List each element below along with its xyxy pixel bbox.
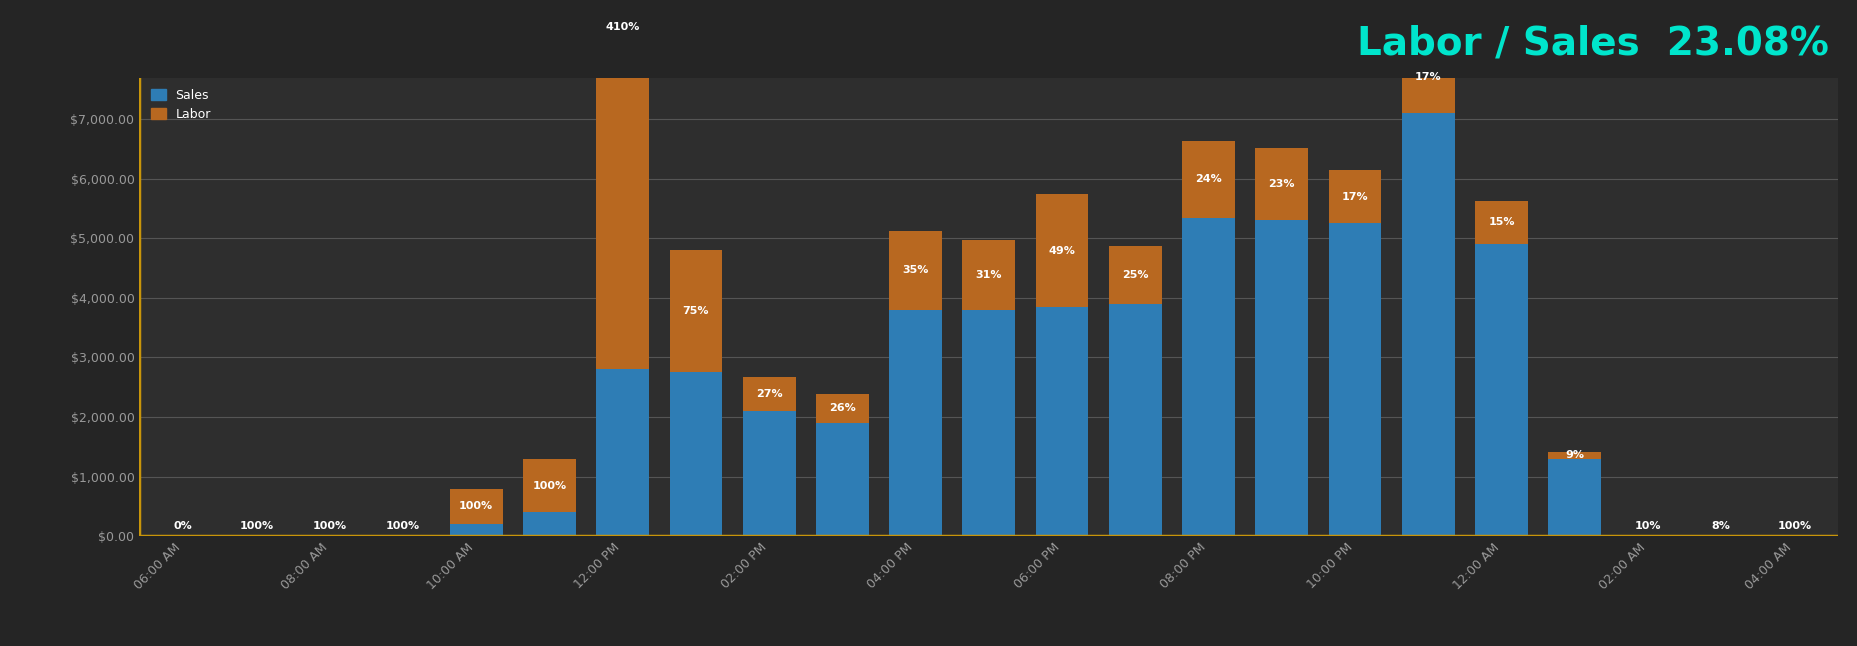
Text: 49%: 49%: [1049, 245, 1075, 256]
Bar: [524, 459, 576, 512]
Bar: [743, 377, 795, 411]
Bar: [449, 488, 503, 525]
Text: 100%: 100%: [386, 521, 420, 532]
Bar: [670, 249, 722, 372]
Text: 0%: 0%: [175, 521, 193, 532]
Text: 75%: 75%: [683, 306, 709, 316]
Bar: [962, 310, 1016, 536]
Bar: [1549, 459, 1601, 536]
Text: 100%: 100%: [459, 501, 494, 512]
Bar: [1549, 452, 1601, 459]
Bar: [1328, 171, 1382, 224]
Bar: [596, 370, 650, 536]
Bar: [1109, 304, 1162, 536]
Text: Labor / Sales  23.08%: Labor / Sales 23.08%: [1357, 25, 1829, 63]
Bar: [1402, 41, 1454, 113]
Text: 23%: 23%: [1268, 179, 1294, 189]
Bar: [524, 512, 576, 536]
Bar: [596, 0, 650, 370]
Bar: [1036, 194, 1088, 307]
Bar: [962, 240, 1016, 310]
Bar: [743, 411, 795, 536]
Bar: [1036, 307, 1088, 536]
Legend: Sales, Labor: Sales, Labor: [145, 84, 215, 126]
Text: 31%: 31%: [975, 270, 1003, 280]
Bar: [1474, 244, 1528, 536]
Text: 27%: 27%: [756, 389, 782, 399]
Bar: [890, 231, 941, 310]
Text: 100%: 100%: [1777, 521, 1812, 532]
Text: 25%: 25%: [1122, 270, 1149, 280]
Bar: [449, 525, 503, 536]
Bar: [1183, 218, 1235, 536]
Text: 410%: 410%: [605, 23, 641, 32]
Text: 24%: 24%: [1196, 174, 1222, 184]
Text: 10%: 10%: [1634, 521, 1662, 532]
Bar: [890, 310, 941, 536]
Text: 9%: 9%: [1565, 450, 1584, 460]
Bar: [1255, 148, 1307, 220]
Bar: [1183, 141, 1235, 218]
Text: 100%: 100%: [533, 481, 566, 490]
Text: 26%: 26%: [828, 403, 856, 413]
Bar: [815, 393, 869, 423]
Bar: [670, 372, 722, 536]
Text: 100%: 100%: [312, 521, 347, 532]
Bar: [1402, 113, 1454, 536]
Text: 15%: 15%: [1487, 218, 1515, 227]
Bar: [1255, 220, 1307, 536]
Bar: [1474, 200, 1528, 244]
Text: 35%: 35%: [903, 266, 928, 275]
Text: 17%: 17%: [1415, 72, 1441, 82]
Bar: [1328, 224, 1382, 536]
Text: 17%: 17%: [1343, 192, 1369, 202]
Text: 100%: 100%: [240, 521, 273, 532]
Bar: [1109, 245, 1162, 304]
Text: 8%: 8%: [1712, 521, 1731, 532]
Bar: [815, 423, 869, 536]
